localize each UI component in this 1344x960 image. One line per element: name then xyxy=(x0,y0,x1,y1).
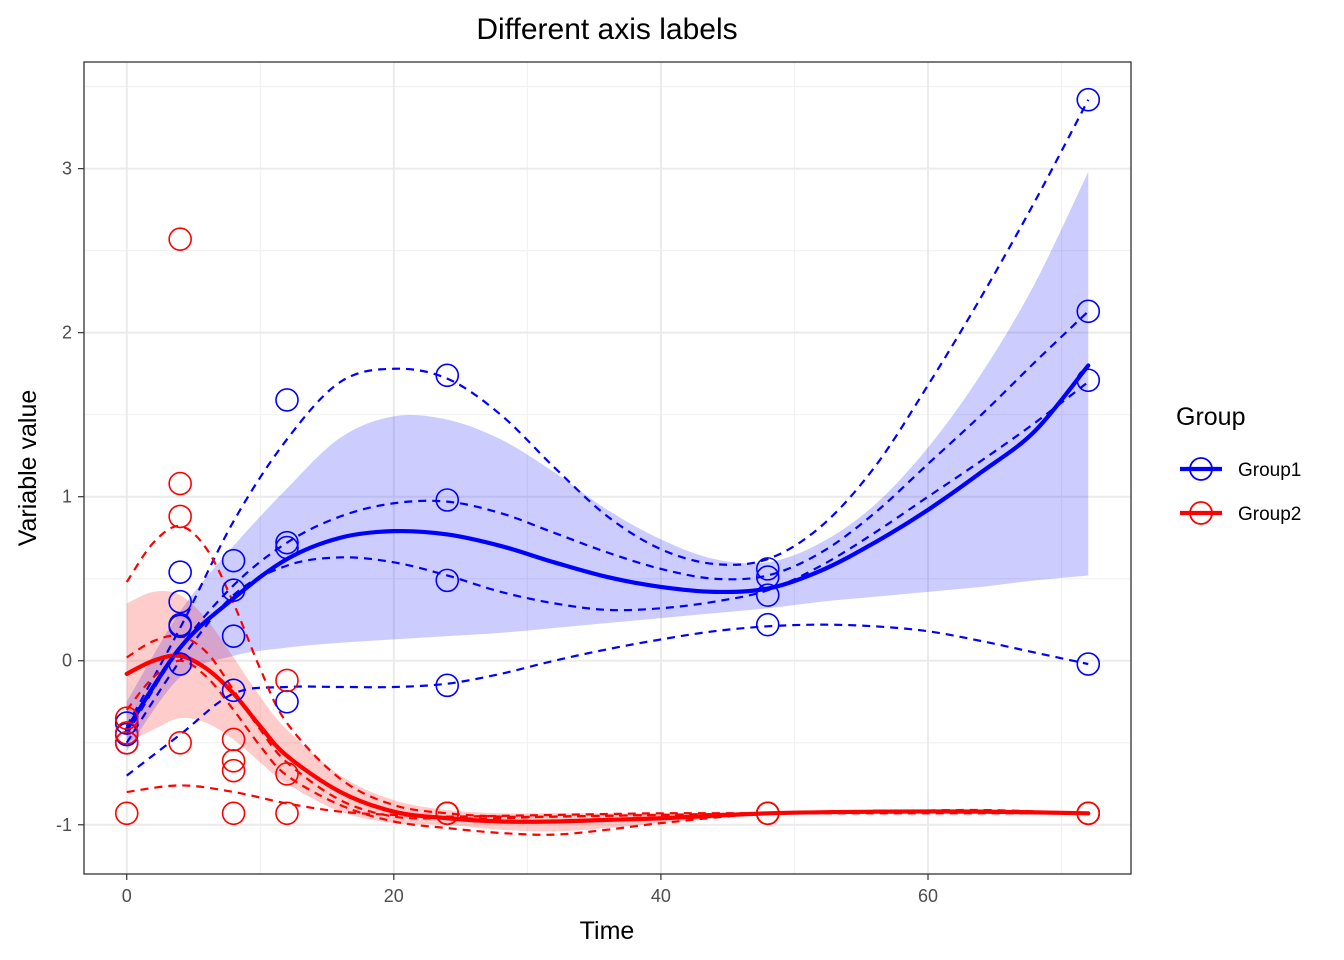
data-point-group1 xyxy=(755,565,780,589)
plot-area xyxy=(83,61,1132,875)
legend-entry-group2: Group2 xyxy=(1180,501,1301,525)
data-point-group2 xyxy=(275,668,299,693)
mean-line-group1 xyxy=(124,363,1091,732)
data-point-group1 xyxy=(435,568,460,593)
data-point-group1 xyxy=(168,614,192,639)
subject-line-group1 xyxy=(126,623,1089,777)
data-point-group1 xyxy=(275,535,299,560)
data-point-group1 xyxy=(1076,299,1101,324)
data-point-group1 xyxy=(168,560,192,584)
legend-entry-group1: Group1 xyxy=(1180,457,1301,481)
data-point-group1 xyxy=(755,612,780,637)
x-axis-title: Time xyxy=(580,917,635,945)
chart-title: Different axis labels xyxy=(476,13,737,46)
legend-key-circle xyxy=(1189,457,1213,481)
data-point-group1 xyxy=(435,363,460,388)
data-point-group2 xyxy=(168,227,192,251)
data-point-group2 xyxy=(755,801,780,826)
confidence-bands xyxy=(126,171,1089,832)
data-point-group2 xyxy=(168,730,192,755)
x-tick-label: 60 xyxy=(918,886,938,906)
x-tick-label: 20 xyxy=(384,886,404,906)
y-tick-label: 0 xyxy=(62,651,72,671)
y-axis-title: Variable value xyxy=(14,390,42,547)
subject-line-group2 xyxy=(126,634,1089,820)
data-point-group1 xyxy=(755,557,780,581)
mean-line-group2 xyxy=(124,653,1091,824)
legend-key-circle xyxy=(1189,501,1213,525)
y-axis: -1 0 1 2 3 xyxy=(56,159,84,835)
subject-line-group1 xyxy=(125,381,1089,744)
data-point-group2 xyxy=(114,801,139,826)
x-tick-label: 40 xyxy=(651,886,671,906)
data-point-group2 xyxy=(221,801,246,826)
y-tick-label: 1 xyxy=(62,487,72,507)
data-point-group2 xyxy=(168,504,192,529)
data-point-group2 xyxy=(1076,801,1101,826)
legend-label: Group1 xyxy=(1238,460,1301,481)
data-point-group2 xyxy=(435,801,460,826)
legend-title: Group xyxy=(1176,403,1245,431)
series-layer xyxy=(114,87,1101,836)
legend-entries: Group1 Group2 xyxy=(1180,457,1301,525)
data-point-group1 xyxy=(221,624,246,648)
data-point-group1 xyxy=(221,548,246,573)
data-point-group2 xyxy=(275,762,299,786)
y-tick-label: 2 xyxy=(62,323,72,343)
x-axis: 0 20 40 60 xyxy=(122,874,938,906)
data-point-group1 xyxy=(168,652,192,676)
data-point-group1 xyxy=(1076,652,1101,676)
data-point-group1 xyxy=(275,530,299,555)
panel-border xyxy=(83,61,1132,875)
data-point-group2 xyxy=(114,721,139,745)
data-point-group1 xyxy=(114,711,139,735)
subject-line-group1 xyxy=(125,99,1090,727)
subject-line-group1 xyxy=(125,310,1090,736)
legend: Group Group1 Group2 xyxy=(1176,403,1301,525)
data-point-group1 xyxy=(221,578,246,603)
data-point-group1 xyxy=(275,388,299,412)
legend-label: Group2 xyxy=(1238,504,1301,525)
y-tick-label: 3 xyxy=(62,159,72,179)
data-point-group1 xyxy=(755,583,780,607)
data-point-group2 xyxy=(221,758,246,783)
y-tick-label: -1 xyxy=(56,815,72,835)
confidence-band-group1 xyxy=(126,171,1089,751)
data-point-group1 xyxy=(435,673,460,698)
series-lines xyxy=(124,99,1091,836)
data-point-group2 xyxy=(221,749,246,773)
panel-background xyxy=(84,62,1131,874)
data-point-group1 xyxy=(1076,368,1101,393)
data-point-group2 xyxy=(114,706,139,730)
series-points xyxy=(114,87,1101,826)
data-point-group1 xyxy=(221,678,246,703)
data-point-group2 xyxy=(168,471,192,496)
data-point-group2 xyxy=(275,801,299,826)
data-point-group2 xyxy=(114,730,139,755)
data-point-group1 xyxy=(168,589,192,614)
data-point-group1 xyxy=(435,488,460,512)
x-tick-label: 0 xyxy=(122,886,132,906)
grid-major xyxy=(84,62,1131,874)
data-point-group1 xyxy=(1076,87,1101,112)
